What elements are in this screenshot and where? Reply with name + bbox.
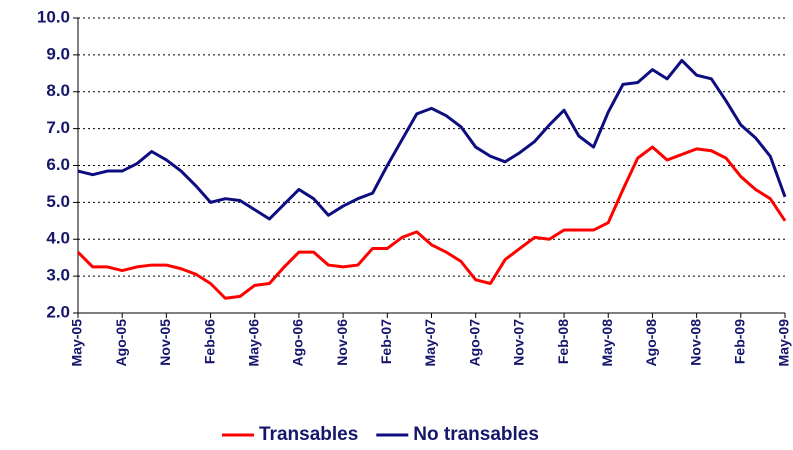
y-tick-label: 5.0 [46, 192, 70, 211]
x-tick-label: Nov-06 [334, 319, 350, 366]
series-line [77, 58, 787, 221]
y-tick-label: 6.0 [46, 155, 70, 174]
x-tick-label: Ago-08 [643, 319, 659, 367]
x-tick-label: May-08 [599, 319, 615, 367]
legend-label: No transables [413, 424, 539, 445]
x-tick-label: May-05 [69, 319, 85, 367]
x-tick-label: Ago-05 [113, 319, 129, 367]
x-tick-label: Feb-09 [732, 319, 748, 364]
x-tick-label: Nov-08 [687, 319, 703, 366]
x-tick-label: May-06 [245, 319, 261, 367]
x-tick-label: Feb-08 [555, 319, 571, 364]
x-tick-label: Nov-05 [157, 319, 173, 366]
legend: Transables No transables [222, 424, 539, 445]
x-tick-label: Feb-07 [378, 319, 394, 364]
x-tick-label: Feb-06 [201, 319, 217, 364]
y-tick-label: 2.0 [46, 302, 70, 321]
x-tick-label: Ago-07 [466, 319, 482, 367]
series-line [76, 145, 787, 300]
x-tick-label: Ago-06 [290, 319, 306, 367]
x-tick-label: May-07 [422, 319, 438, 367]
x-tick-label: May-09 [776, 319, 792, 367]
y-tick-label: 4.0 [46, 229, 70, 248]
y-tick-label: 9.0 [46, 44, 70, 63]
y-tick-label: 3.0 [46, 266, 70, 285]
legend-label: Transables [259, 424, 358, 445]
x-tick-label: Nov-07 [511, 319, 527, 366]
y-tick-label: 7.0 [46, 118, 70, 137]
y-tick-label: 10.0 [37, 7, 70, 26]
y-tick-label: 8.0 [46, 81, 70, 100]
